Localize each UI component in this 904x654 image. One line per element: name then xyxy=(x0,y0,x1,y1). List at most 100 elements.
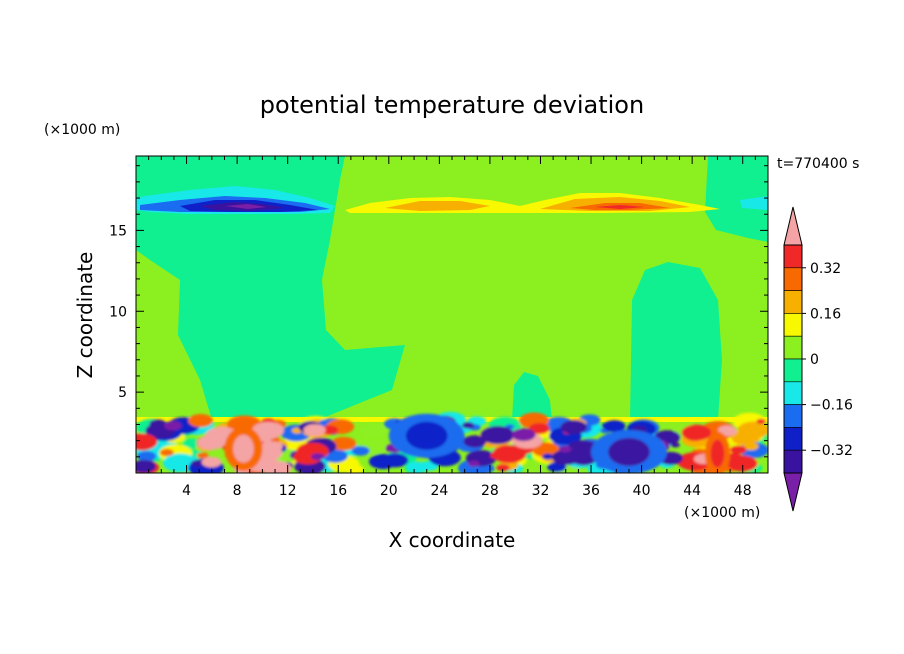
x-tick-label: 40 xyxy=(633,483,651,499)
contour-region xyxy=(595,205,645,209)
colorbar-segment xyxy=(783,244,803,269)
anomaly-cell xyxy=(136,459,156,473)
anomaly-cell xyxy=(737,421,768,439)
anomaly-cell xyxy=(382,453,409,468)
axis-ticks xyxy=(136,156,768,473)
anomaly-cell xyxy=(511,428,536,442)
colorbar-segment xyxy=(783,313,803,337)
colorbar-segment xyxy=(783,335,803,360)
x-unit-label: (×1000 m) xyxy=(684,505,760,521)
contour-region xyxy=(740,196,768,210)
anomaly-cell xyxy=(756,418,766,424)
anomaly-cell xyxy=(159,448,174,457)
colorbar-segment xyxy=(783,381,803,405)
anomaly-cell xyxy=(182,438,202,449)
anomaly-cell xyxy=(560,420,587,435)
x-tick-label: 4 xyxy=(182,483,191,499)
anomaly-cell xyxy=(743,442,759,451)
anomaly-cell xyxy=(542,453,554,460)
colorbar-tick-label: 0.32 xyxy=(810,261,841,277)
boundary-layer-field xyxy=(136,411,768,473)
anomaly-cell xyxy=(330,436,357,451)
anomaly-cell xyxy=(558,445,572,453)
colorbar-extend-low xyxy=(783,472,803,512)
anomaly-cell xyxy=(149,419,166,429)
anomaly-plume-core xyxy=(233,434,254,463)
x-tick-label: 48 xyxy=(734,483,752,499)
y-tick-label: 15 xyxy=(109,223,127,239)
x-tick-label: 16 xyxy=(329,483,347,499)
anomaly-cell xyxy=(461,421,475,429)
anomaly-cell xyxy=(492,444,527,464)
anomaly-cell xyxy=(265,441,283,451)
anomaly-cell xyxy=(528,422,550,435)
anomaly-cell xyxy=(201,456,222,468)
anomaly-cell xyxy=(603,420,626,432)
anomaly-cell xyxy=(164,420,182,431)
colorbar-tick-label: −0.32 xyxy=(810,443,853,459)
x-tick-label: 8 xyxy=(233,483,242,499)
anomaly-cell xyxy=(468,460,480,467)
contour-region xyxy=(136,156,405,420)
anomaly-cell xyxy=(303,424,326,436)
colorbar-segment xyxy=(783,267,803,291)
x-tick-label: 20 xyxy=(380,483,398,499)
anomaly-cell xyxy=(310,453,325,461)
anomaly-cell xyxy=(196,452,209,459)
contour-region xyxy=(705,156,768,242)
time-label: t=770400 s xyxy=(777,156,859,172)
colorbar-tick-label: 0 xyxy=(810,352,819,368)
anomaly-plume-core xyxy=(405,421,448,450)
anomaly-cell xyxy=(252,421,284,439)
contour-region xyxy=(512,372,552,420)
anomaly-cell xyxy=(360,423,385,437)
anomaly-cell xyxy=(490,452,504,460)
colorbar: 0.32 0.16 0 −0.16 −0.32 xyxy=(783,206,853,512)
anomaly-cell xyxy=(496,464,510,472)
colorbar-extend-high xyxy=(783,206,803,246)
anomaly-cell xyxy=(351,446,370,456)
anomaly-cell xyxy=(463,435,487,448)
colorbar-segment xyxy=(783,449,803,474)
anomaly-cell xyxy=(188,413,213,428)
anomaly-cell xyxy=(136,451,157,462)
anomaly-cell xyxy=(730,445,747,455)
anomaly-cell xyxy=(320,425,339,435)
x-tick-label: 44 xyxy=(683,483,701,499)
anomaly-cell xyxy=(532,442,560,458)
y-axis-label: Z coordinate xyxy=(73,252,97,379)
anomaly-cell xyxy=(718,425,736,435)
anomaly-cell xyxy=(547,462,567,473)
anomaly-cell xyxy=(551,449,581,466)
anomaly-cell xyxy=(480,425,515,445)
y-unit-label: (×1000 m) xyxy=(44,122,120,138)
colorbar-segment xyxy=(783,358,803,383)
x-tick-label: 28 xyxy=(481,483,499,499)
anomaly-cell xyxy=(136,433,158,451)
contour-region xyxy=(385,201,490,211)
x-tick-label: 36 xyxy=(582,483,600,499)
contour-field xyxy=(136,156,768,473)
x-tick-label: 12 xyxy=(279,483,297,499)
x-tick-label: 32 xyxy=(532,483,550,499)
anomaly-cell xyxy=(681,424,712,441)
colorbar-segment xyxy=(783,404,803,428)
y-tick-label: 5 xyxy=(118,385,127,401)
contour-region xyxy=(630,262,722,420)
y-tick-label: 10 xyxy=(109,304,127,320)
colorbar-tick-label: −0.16 xyxy=(810,398,853,414)
x-tick-label: 24 xyxy=(430,483,448,499)
contour-region xyxy=(225,204,266,209)
colorbar-tick-label: 0.16 xyxy=(810,306,841,322)
anomaly-plume-core xyxy=(710,439,725,468)
x-axis-label: X coordinate xyxy=(389,528,516,552)
colorbar-segment xyxy=(783,290,803,314)
chart-title: potential temperature deviation xyxy=(260,91,644,119)
colorbar-segment xyxy=(783,427,803,451)
anomaly-plume-core xyxy=(608,437,650,466)
anomaly-cell xyxy=(191,459,204,467)
y-tick-labels: 5 10 15 xyxy=(109,223,127,401)
anomaly-cell xyxy=(727,455,758,472)
anomaly-cell xyxy=(293,449,322,465)
